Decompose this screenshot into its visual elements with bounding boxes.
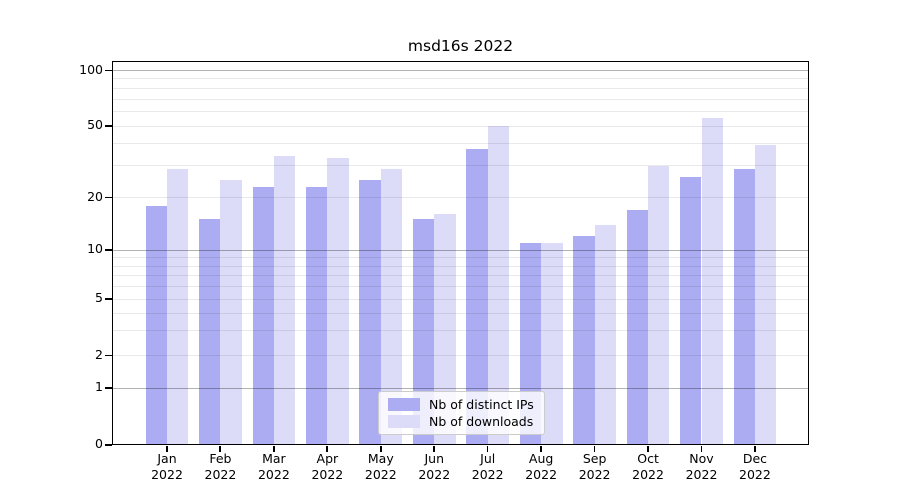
x-tickmark	[647, 446, 649, 452]
bar-downloads	[541, 243, 563, 445]
legend-item-downloads: Nb of downloads	[388, 414, 535, 429]
bar-downloads	[754, 145, 777, 445]
bar-downloads	[327, 158, 349, 445]
legend-swatch-distinct-ips-icon	[388, 398, 420, 411]
bar-distinct-ips	[145, 205, 167, 445]
x-tick-label: Jan 2022	[151, 451, 183, 482]
gridline-minor	[112, 87, 809, 89]
gridline-minor	[112, 98, 809, 100]
legend-item-distinct-ips: Nb of distinct IPs	[388, 397, 535, 412]
gridline-major	[112, 387, 809, 389]
gridline-minor	[112, 265, 809, 267]
y-tick-label: 50	[87, 117, 103, 132]
x-tick-label: Jul 2022	[471, 451, 504, 482]
gridline-minor	[112, 298, 809, 300]
gridline-minor	[112, 285, 809, 287]
bar-downloads	[380, 168, 403, 445]
legend-swatch-downloads-icon	[388, 415, 420, 428]
bar-downloads	[487, 126, 510, 445]
legend-label-distinct-ips: Nb of distinct IPs	[429, 397, 534, 412]
bar-distinct-ips	[359, 180, 381, 445]
x-tick-label: Jun 2022	[418, 451, 451, 482]
gridline-minor	[112, 257, 809, 259]
gridline-minor	[112, 110, 809, 112]
gridline-minor	[112, 125, 809, 127]
bar-distinct-ips	[466, 149, 488, 445]
x-tick-label: Aug 2022	[525, 451, 558, 482]
bar-downloads	[648, 165, 670, 445]
x-tickmark	[433, 446, 436, 452]
x-tickmark	[486, 446, 489, 452]
bar-downloads	[434, 214, 456, 445]
bar-distinct-ips	[412, 219, 435, 445]
x-tickmark	[379, 446, 382, 452]
y-tick-label: 20	[87, 188, 103, 204]
gridline-minor	[112, 142, 809, 144]
x-tick-label: Apr 2022	[311, 451, 344, 482]
x-tickmark	[700, 446, 703, 452]
x-tick-label: Sep 2022	[578, 451, 611, 482]
gridline-minor	[112, 197, 809, 198]
x-tickmark	[272, 446, 275, 452]
y-tick-label: 1	[95, 379, 103, 395]
y-tick-label: 10	[87, 241, 103, 257]
bar-distinct-ips	[305, 186, 328, 445]
bar-distinct-ips	[680, 177, 702, 445]
y-tick-label: 100	[79, 61, 103, 77]
x-tickmark	[219, 446, 222, 452]
gridline-minor	[112, 355, 809, 357]
x-tickmark	[593, 446, 596, 452]
bar-downloads	[701, 118, 723, 445]
y-tickmark	[105, 69, 112, 72]
x-tick-label: Feb 2022	[204, 451, 237, 482]
x-tickmark	[326, 446, 329, 452]
bar-downloads	[273, 156, 296, 445]
x-tick-label: Oct 2022	[632, 451, 664, 482]
gridline-minor	[112, 275, 809, 276]
bar-downloads	[220, 180, 242, 445]
y-tick-label: 0	[95, 436, 103, 451]
bar-distinct-ips	[199, 219, 221, 445]
x-tick-label: Dec 2022	[739, 451, 771, 482]
legend: Nb of distinct IPs Nb of downloads	[378, 391, 545, 435]
x-tickmark	[540, 446, 542, 452]
chart-title: msd16s 2022	[407, 37, 514, 55]
y-tickmark	[105, 354, 112, 357]
bar-downloads	[167, 168, 189, 445]
x-tickmark	[166, 446, 168, 452]
bar-distinct-ips	[252, 186, 274, 445]
y-tickmark	[105, 298, 112, 301]
bar-distinct-ips	[573, 236, 595, 445]
x-tick-label: Nov 2022	[685, 451, 718, 482]
y-tick-label: 5	[95, 290, 103, 306]
gridline-minor	[112, 78, 809, 80]
bar-downloads	[594, 224, 616, 445]
y-tickmark	[105, 444, 112, 446]
gridline-major	[112, 70, 809, 71]
gridline-minor	[112, 312, 809, 314]
legend-label-downloads: Nb of downloads	[429, 414, 534, 429]
gridline-minor	[112, 330, 809, 332]
y-tickmark	[105, 249, 112, 252]
gridline-minor	[112, 165, 809, 167]
gridline-major	[112, 249, 809, 251]
x-tickmark	[753, 446, 756, 452]
y-tickmark	[105, 196, 112, 199]
x-tick-label: May 2022	[364, 451, 397, 482]
y-tickmark	[105, 125, 112, 127]
x-tick-label: Mar 2022	[257, 451, 290, 482]
y-tick-label: 2	[95, 346, 103, 362]
bar-distinct-ips	[733, 168, 755, 445]
bar-distinct-ips	[626, 209, 649, 445]
y-tickmark	[105, 387, 112, 390]
